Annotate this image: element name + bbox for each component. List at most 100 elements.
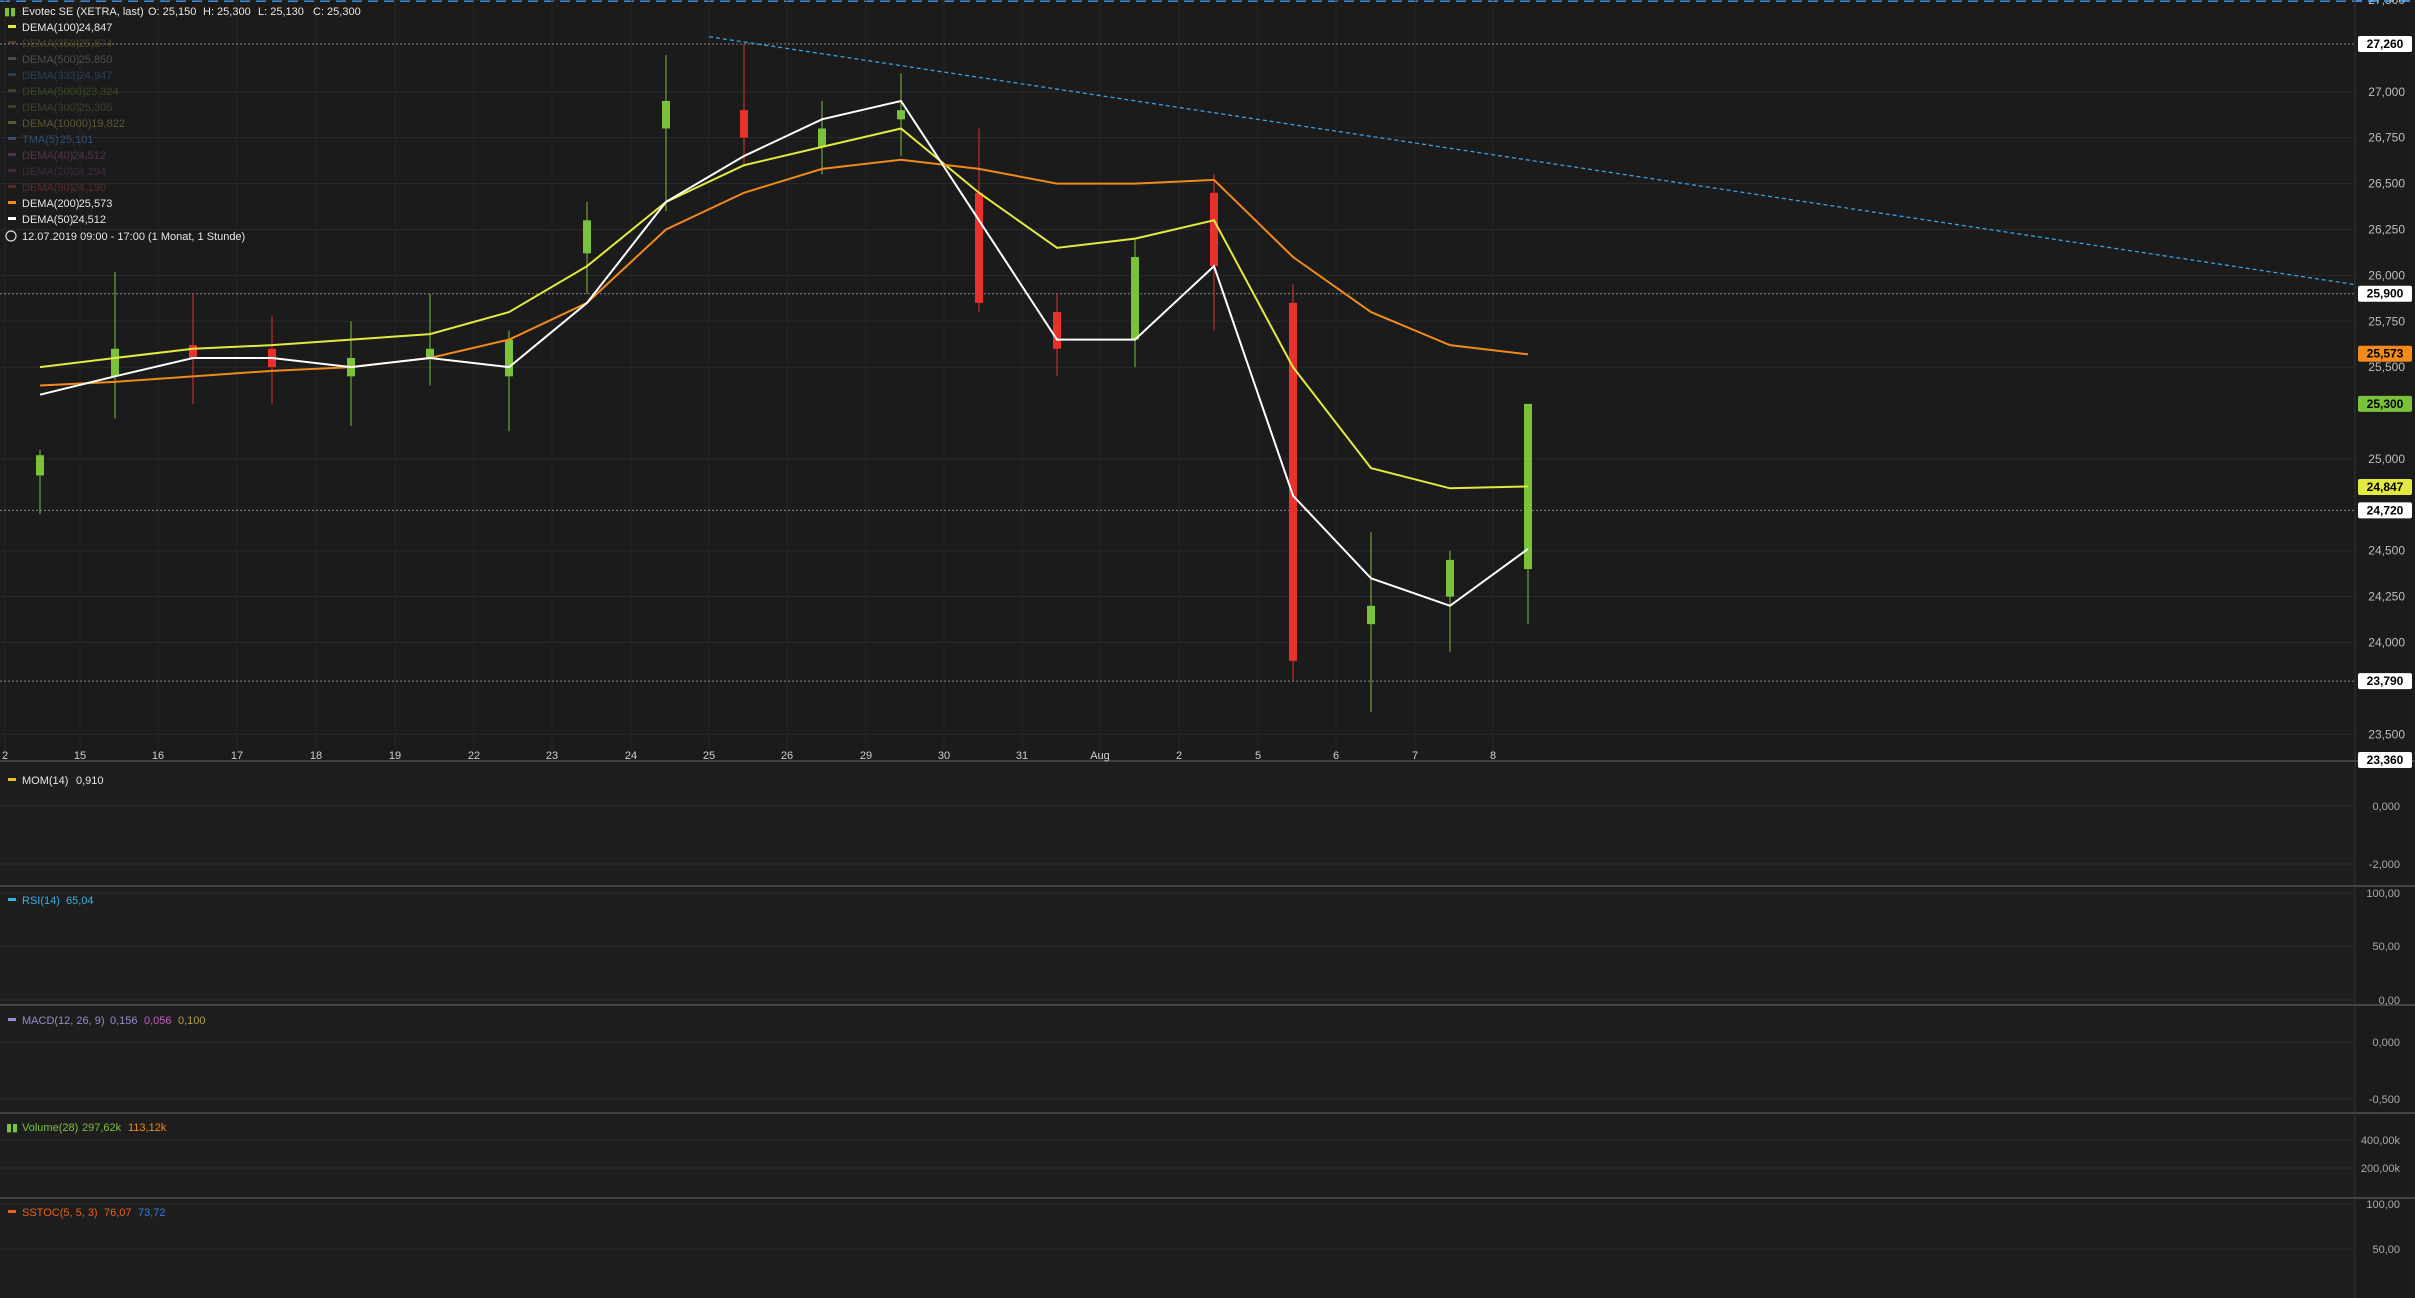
legend-swatch: [8, 25, 16, 28]
candle-body[interactable]: [426, 348, 434, 358]
indicator-tick-label: 0,000: [2372, 1037, 2400, 1049]
indicator-tick-label: 50,00: [2372, 941, 2400, 953]
price-tick-label: 24,250: [2368, 590, 2405, 604]
indicator-tick-label: -2,000: [2369, 859, 2400, 871]
legend-value: 23,324: [85, 86, 119, 98]
legend-label: DEMA(20): [22, 166, 73, 178]
date-tick-label: 15: [74, 750, 86, 762]
candle-body[interactable]: [189, 345, 197, 358]
price-badge: [2358, 345, 2412, 362]
legend-label: DEMA(333): [22, 70, 79, 82]
date-tick-label: Aug: [1090, 750, 1110, 762]
legend-swatch: [8, 89, 16, 92]
legend-value: 24,847: [79, 22, 113, 34]
series-line-dema100[interactable]: [39, 127, 1529, 490]
mom-panel: [0, 763, 2355, 885]
price-tick-label: 25,750: [2368, 314, 2405, 328]
volume-icon: ▮▮: [6, 1122, 18, 1134]
price-tick-label: 26,750: [2368, 131, 2405, 145]
candle-body[interactable]: [1367, 605, 1375, 625]
candle-body[interactable]: [818, 128, 826, 147]
indicator-tick-label: 400,00k: [2361, 1135, 2401, 1147]
price-axis: 27,500 27,000 26,750 26,500 26,250 26,000 25,7…: [2368, 0, 2405, 741]
candle-body[interactable]: [1289, 302, 1297, 661]
indicator-tick-label: 0,00: [2379, 995, 2400, 1007]
date-tick-label: 24: [625, 750, 637, 762]
candle-body[interactable]: [36, 455, 44, 476]
horizontal-levels: [0, 43, 2355, 682]
ohlc-open: O: 25,150: [148, 6, 196, 18]
period-info: 12.07.2019 09:00 - 17:00 (1 Monat, 1 Stu…: [5, 230, 245, 243]
sstoc-label: SSTOC(5, 5, 3): [22, 1207, 98, 1219]
legend-label: DEMA(40): [22, 150, 73, 162]
date-tick-label: 22: [468, 750, 480, 762]
macd-value-3: 0,100: [178, 1015, 206, 1027]
candle-body[interactable]: [1446, 559, 1454, 597]
macd-label-swatch: [8, 1018, 16, 1021]
legend-value: 24,512: [72, 214, 106, 226]
candle-body[interactable]: [505, 339, 513, 377]
date-tick-label: 25: [703, 750, 715, 762]
clock-icon: [5, 230, 17, 242]
price-badge-label: 25,900: [2367, 287, 2404, 301]
indicator-axes: 0,000 -2,000 100,00 50,00 0,00 0,000 -0,500 400…: [0, 801, 2400, 1256]
volume-value-1: 297,62k: [82, 1122, 122, 1134]
price-badge-label: 24,847: [2367, 480, 2404, 494]
date-tick-label: 6: [1333, 750, 1339, 762]
candle-body[interactable]: [111, 348, 119, 377]
indicator-tick-label: 200,00k: [2361, 1163, 2401, 1175]
rsi-label: RSI(14): [22, 895, 60, 907]
price-grid: [0, 0, 2355, 735]
candle-body[interactable]: [897, 110, 905, 120]
candle-body[interactable]: [975, 192, 983, 303]
price-badges: 27,260 25,900 25,573 25,300 24,847 24,720 23,7…: [2358, 36, 2412, 768]
price-badge-label: 24,720: [2367, 503, 2404, 517]
header-info: ▮▮ Evotec SE (XETRA, last) O: 25,150 H: …: [4, 6, 361, 18]
price-badge: [2358, 502, 2412, 519]
mom-label-swatch: [8, 778, 16, 781]
indicator-tick-label: 50,00: [2372, 1244, 2400, 1256]
price-tick-label: 24,500: [2368, 544, 2405, 558]
candle-body[interactable]: [1131, 257, 1139, 340]
legend-swatch: [8, 169, 16, 172]
ohlc-high: H: 25,300: [203, 6, 251, 18]
date-tick-label: 2: [2, 750, 8, 762]
date-tick-label: 23: [546, 750, 558, 762]
rsi-label-swatch: [8, 898, 16, 901]
legend-label: DEMA(10000): [22, 118, 92, 130]
price-badge: [2358, 36, 2412, 53]
candle-body[interactable]: [740, 110, 748, 138]
mom-value: 0,910: [76, 775, 104, 787]
price-badge: [2358, 673, 2412, 690]
series-line-dema50[interactable]: [39, 99, 1529, 607]
legend-swatch: [8, 217, 16, 220]
date-tick-label: 31: [1016, 750, 1028, 762]
moving-averages: [39, 99, 1529, 607]
price-tick-label: 26,250: [2368, 222, 2405, 236]
legend-swatch: [8, 105, 16, 108]
date-tick-label: 17: [231, 750, 243, 762]
legend-label: TMA(5): [22, 134, 59, 146]
candle-body[interactable]: [1053, 312, 1061, 349]
legend-value: 24,512: [72, 150, 106, 162]
chart-icon: ▮▮: [4, 6, 16, 18]
ohlc-low: L: 25,130: [258, 6, 304, 18]
legend-swatch: [8, 121, 16, 124]
series-line-dema200[interactable]: [39, 158, 1529, 387]
trendline[interactable]: [708, 36, 2356, 286]
legend-swatch: [8, 73, 16, 76]
rsi-value: 65,04: [66, 895, 94, 907]
legend-label: DEMA(100): [22, 22, 79, 34]
candle-body[interactable]: [662, 100, 670, 129]
price-badge-label: 27,260: [2367, 37, 2404, 51]
price-badge: [2358, 752, 2412, 768]
candle-body[interactable]: [583, 220, 591, 254]
legend-value: 25,850: [79, 54, 113, 66]
candle-body[interactable]: [1210, 192, 1218, 267]
price-badge: [2358, 479, 2412, 496]
trend-line: [708, 36, 2356, 286]
price-badge: [2358, 395, 2412, 412]
